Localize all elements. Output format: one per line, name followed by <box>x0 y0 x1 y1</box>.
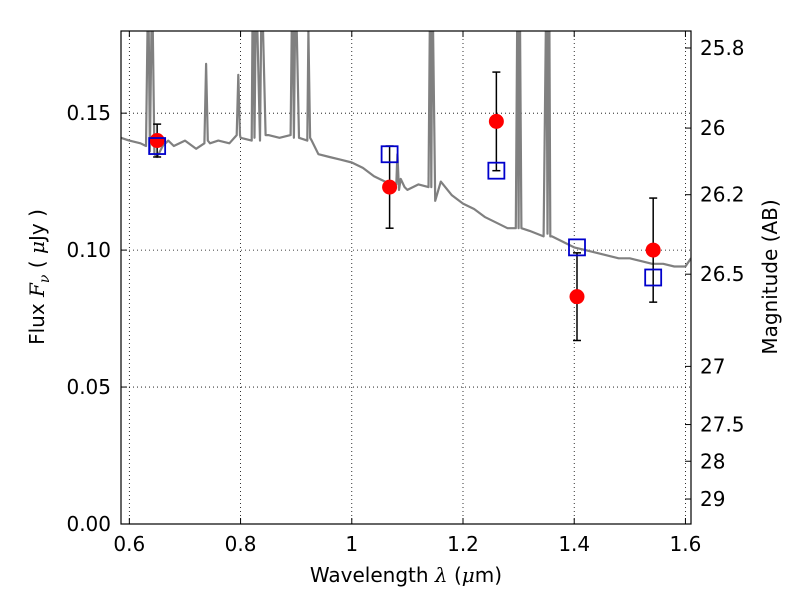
observed-point <box>149 133 165 149</box>
observed-point <box>569 289 585 305</box>
mag-tick-label: 27.5 <box>700 413 745 437</box>
axis-ticks: 0.6 0.8 1 1.2 1.4 1.6 0.00 0.05 0.10 0.15 25.8 26 26… <box>66 31 745 556</box>
model-point <box>148 137 167 155</box>
mag-tick-label: 26.5 <box>700 262 745 286</box>
y-tick-label: 0.15 <box>66 101 111 125</box>
y2-axis-label: Magnitude (AB) <box>758 199 782 354</box>
observed-point <box>645 242 661 258</box>
mag-tick-label: 29 <box>700 487 725 511</box>
x-tick-label: 1.2 <box>447 532 479 556</box>
y-tick-label: 0.10 <box>66 238 111 262</box>
mag-tick-label: 26.2 <box>700 183 745 207</box>
x-tick-label: 1.6 <box>670 532 702 556</box>
x-tick-label: 1.4 <box>558 532 590 556</box>
mag-tick-label: 28 <box>700 449 725 473</box>
data-markers <box>148 113 663 305</box>
mag-tick-label: 27 <box>700 354 725 378</box>
y-tick-label: 0.00 <box>66 512 111 536</box>
model-point <box>380 145 399 164</box>
observed-point <box>488 113 504 129</box>
mag-tick-label: 25.8 <box>700 36 745 60</box>
y-axis-label: Flux Fν ( μJy ) <box>25 209 53 345</box>
plot-frame <box>120 30 692 525</box>
model-point <box>568 238 586 257</box>
x-axis-label: Wavelength λ (μm) <box>310 563 502 587</box>
x-tick-label: 1 <box>345 532 358 556</box>
mag-tick-label: 26 <box>700 116 725 140</box>
model-point <box>644 268 663 287</box>
model-point <box>487 161 506 180</box>
observed-point <box>382 179 398 195</box>
spectrum-layer <box>121 31 691 268</box>
x-tick-label: 0.8 <box>225 532 257 556</box>
x-tick-label: 0.6 <box>113 532 145 556</box>
spectrum-line <box>121 31 691 268</box>
y-tick-label: 0.05 <box>66 375 111 399</box>
